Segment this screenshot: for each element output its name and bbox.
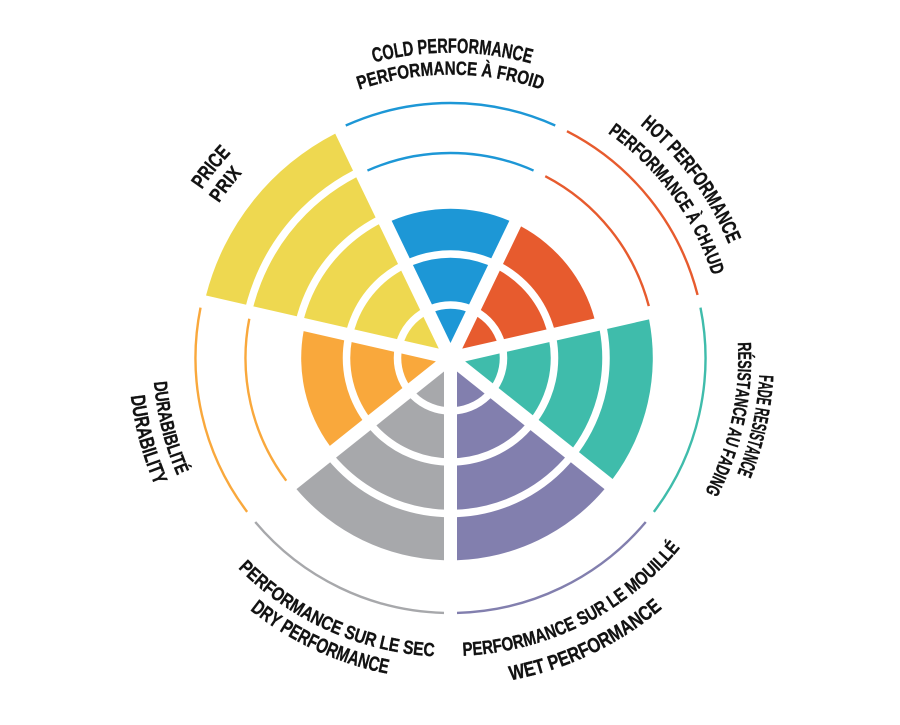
svg-text:U: U xyxy=(150,390,173,403)
svg-text:E: E xyxy=(471,637,483,660)
svg-text:C: C xyxy=(510,41,525,66)
svg-text:I: I xyxy=(142,457,165,469)
svg-text:I: I xyxy=(526,68,536,90)
svg-text:E: E xyxy=(387,633,401,656)
svg-text:R: R xyxy=(504,63,520,87)
svg-text:D: D xyxy=(149,380,171,392)
svg-text:O: O xyxy=(395,60,410,84)
svg-text:N: N xyxy=(445,57,456,79)
svg-text:É: É xyxy=(733,352,755,361)
svg-text:O: O xyxy=(380,40,396,65)
svg-text:A: A xyxy=(154,409,177,423)
svg-text:N: N xyxy=(730,396,752,408)
svg-text:L: L xyxy=(392,38,405,62)
svg-text:R: R xyxy=(152,400,175,414)
svg-text:A: A xyxy=(731,388,753,400)
svg-text:C: C xyxy=(728,405,751,418)
svg-text:E: E xyxy=(377,654,392,678)
svg-text:D: D xyxy=(401,37,415,61)
svg-text:E: E xyxy=(427,34,438,58)
svg-text:À: À xyxy=(480,59,494,82)
svg-text:E: E xyxy=(751,396,774,406)
svg-text:E: E xyxy=(466,57,478,80)
svg-text:F: F xyxy=(495,61,508,84)
svg-text:E: E xyxy=(412,637,425,660)
svg-text:I: I xyxy=(158,428,180,437)
svg-text:I: I xyxy=(138,445,161,456)
svg-text:F: F xyxy=(386,62,400,85)
svg-text:R: R xyxy=(468,35,480,59)
svg-text:I: I xyxy=(165,449,187,460)
svg-text:A: A xyxy=(132,425,157,441)
svg-text:R: R xyxy=(481,635,495,658)
svg-text:I: I xyxy=(746,428,769,436)
svg-text:D: D xyxy=(126,394,150,408)
svg-text:M: M xyxy=(420,57,434,80)
svg-text:R: R xyxy=(750,406,774,418)
svg-text:C: C xyxy=(455,57,467,79)
svg-text:M: M xyxy=(478,36,493,60)
svg-text:R: R xyxy=(437,34,448,57)
svg-text:N: N xyxy=(500,39,515,64)
svg-text:U: U xyxy=(128,404,152,419)
svg-text:E: E xyxy=(748,414,772,425)
svg-text:A: A xyxy=(753,381,776,391)
svg-text:R: R xyxy=(130,414,154,429)
svg-text:P: P xyxy=(462,638,473,661)
svg-text:W: W xyxy=(507,659,527,685)
svg-text:T: T xyxy=(732,380,754,390)
svg-text:A: A xyxy=(490,37,504,61)
svg-text:S: S xyxy=(733,360,754,369)
svg-text:I: I xyxy=(733,368,754,372)
svg-text:F: F xyxy=(448,34,457,57)
svg-text:R: R xyxy=(408,59,422,82)
svg-text:O: O xyxy=(457,34,469,58)
svg-text:F: F xyxy=(491,634,504,657)
svg-text:D: D xyxy=(752,389,775,399)
svg-text:F: F xyxy=(754,374,777,382)
svg-text:C: C xyxy=(423,638,436,661)
svg-text:B: B xyxy=(156,419,179,434)
svg-text:A: A xyxy=(433,57,445,80)
svg-text:P: P xyxy=(416,35,428,59)
svg-text:O: O xyxy=(515,65,532,89)
svg-text:S: S xyxy=(733,372,755,382)
svg-text:S: S xyxy=(402,636,415,659)
svg-text:R: R xyxy=(733,342,755,352)
svg-text:M: M xyxy=(520,626,538,651)
svg-text:O: O xyxy=(499,632,515,656)
